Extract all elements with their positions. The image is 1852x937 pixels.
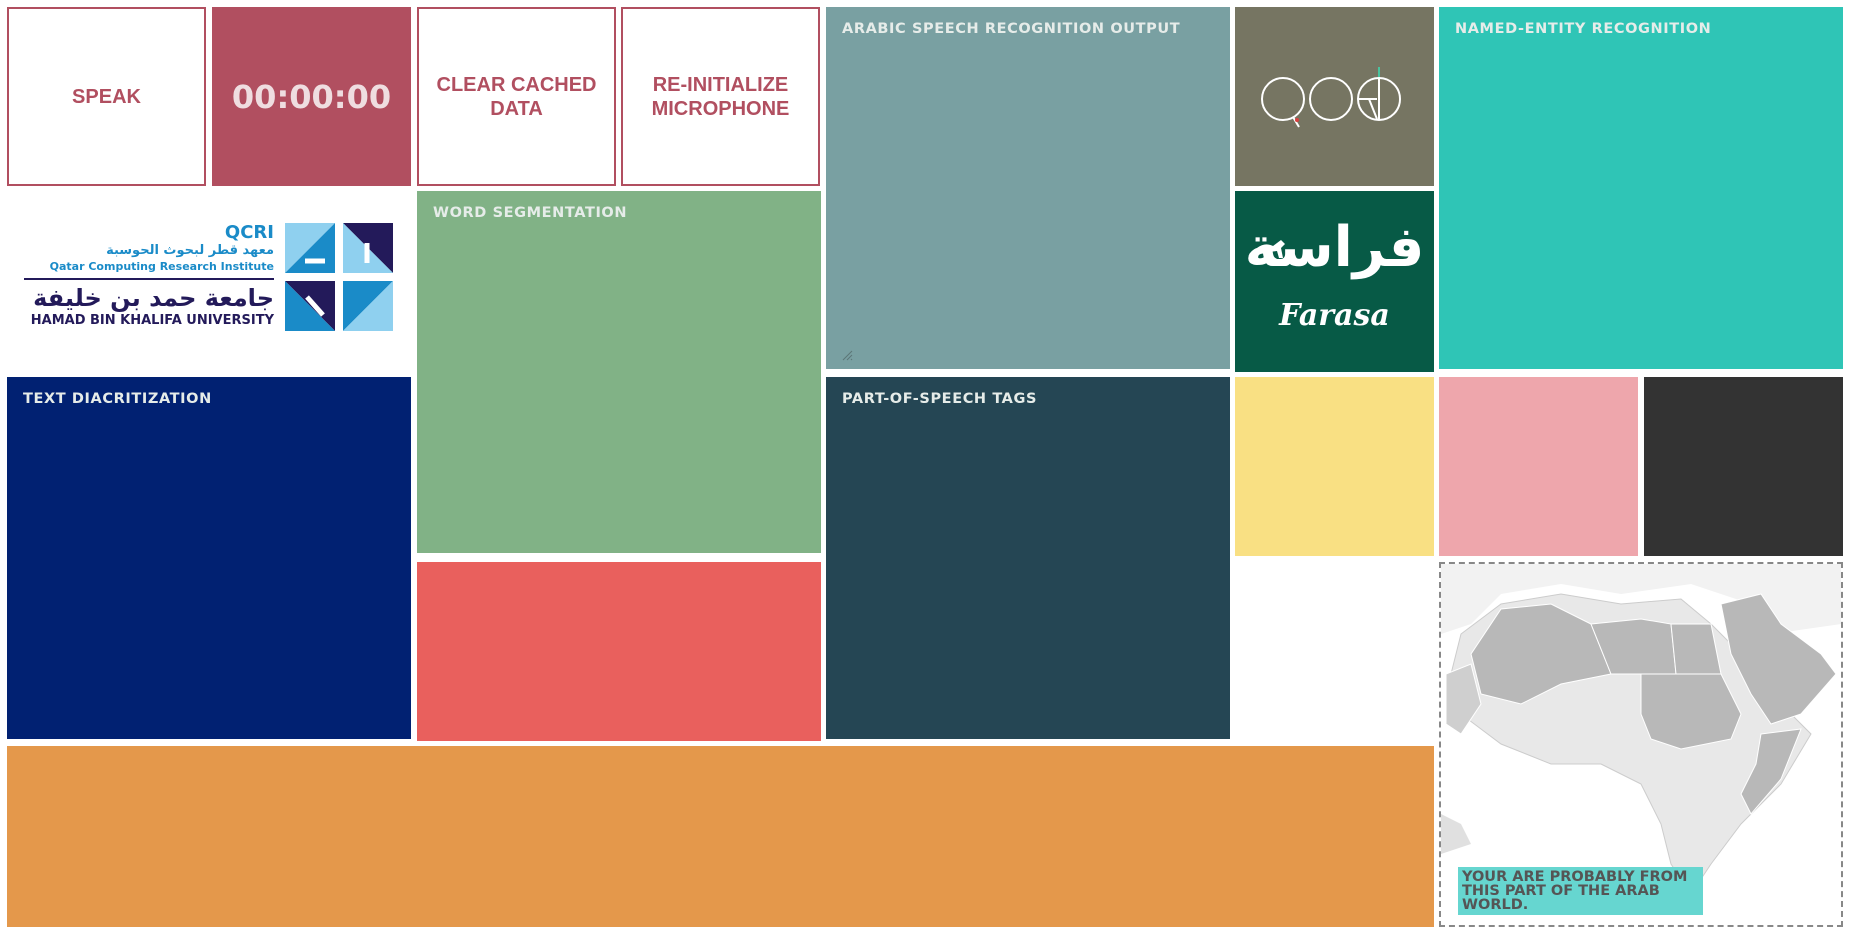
text-diacritization-title: TEXT DIACRITIZATION: [23, 391, 212, 407]
hbku-arabic-name: جامعة حمد بن خليفة: [33, 284, 274, 312]
qcri-arabic-name: معهد قطر لبحوث الحوسبة: [106, 243, 274, 258]
arab-world-map-panel: YOUR ARE PROBABLY FROM THIS PART OF THE …: [1439, 562, 1843, 927]
word-segmentation-textarea[interactable]: [417, 227, 821, 553]
region-note: YOUR ARE PROBABLY FROM THIS PART OF THE …: [1458, 867, 1703, 915]
reinitialize-microphone-label: RE-INITIALIZE MICROPHONE: [651, 73, 790, 120]
hbku-qcri-logo: QCRI معهد قطر لبحوث الحوسبة Qatar Comput…: [7, 191, 411, 370]
qcri-mark-tile: QCRI: [1235, 7, 1434, 186]
clear-cache-label: CLEAR CACHED DATA: [436, 73, 597, 120]
speak-button[interactable]: SPEAK: [7, 7, 206, 186]
qcri-mark-logo: QCRI: [1261, 67, 1401, 128]
asr-output-textarea[interactable]: [826, 43, 1230, 369]
resize-handle-icon[interactable]: [841, 349, 853, 361]
clear-cache-button[interactable]: CLEAR CACHED DATA: [417, 7, 616, 186]
hbku-emblem-icon: [285, 223, 393, 341]
yellow-tile: [1235, 377, 1434, 556]
farasa-latin-logo: Farasa: [1279, 298, 1390, 333]
arab-world-map: [1441, 564, 1841, 925]
ner-title: NAMED-ENTITY RECOGNITION: [1455, 21, 1712, 37]
pos-tags-panel: PART-OF-SPEECH TAGS: [826, 377, 1230, 739]
text-diacritization-textarea[interactable]: [7, 413, 411, 739]
speak-button-label: SPEAK: [72, 85, 141, 108]
orange-bar: [7, 746, 1434, 927]
hbku-english-name: HAMAD BIN KHALIFA UNIVERSITY: [30, 313, 274, 328]
text-diacritization-panel: TEXT DIACRITIZATION: [7, 377, 411, 739]
word-segmentation-panel: WORD SEGMENTATION: [417, 191, 821, 553]
farasa-logo-tile: فراسة Farasa: [1235, 191, 1434, 372]
qcri-short-name: QCRI: [224, 222, 274, 243]
asr-output-panel: ARABIC SPEECH RECOGNITION OUTPUT: [826, 7, 1230, 369]
coral-tile: [417, 562, 821, 741]
pos-tags-textarea[interactable]: [826, 413, 1230, 739]
reinitialize-microphone-button[interactable]: RE-INITIALIZE MICROPHONE: [621, 7, 820, 186]
charcoal-tile: [1644, 377, 1843, 556]
word-segmentation-title: WORD SEGMENTATION: [433, 205, 628, 221]
ner-panel: NAMED-ENTITY RECOGNITION: [1439, 7, 1843, 369]
pos-tags-title: PART-OF-SPEECH TAGS: [842, 391, 1038, 407]
logo-divider: [24, 278, 274, 280]
horse-icon: [1257, 240, 1285, 260]
asr-output-title: ARABIC SPEECH RECOGNITION OUTPUT: [842, 21, 1181, 37]
qcri-english-name: Qatar Computing Research Institute: [49, 260, 274, 273]
recording-timer: 00:00:00: [212, 7, 411, 186]
ner-output-textarea[interactable]: [1439, 43, 1843, 369]
pink-tile: [1439, 377, 1638, 556]
timer-value: 00:00:00: [231, 77, 392, 116]
